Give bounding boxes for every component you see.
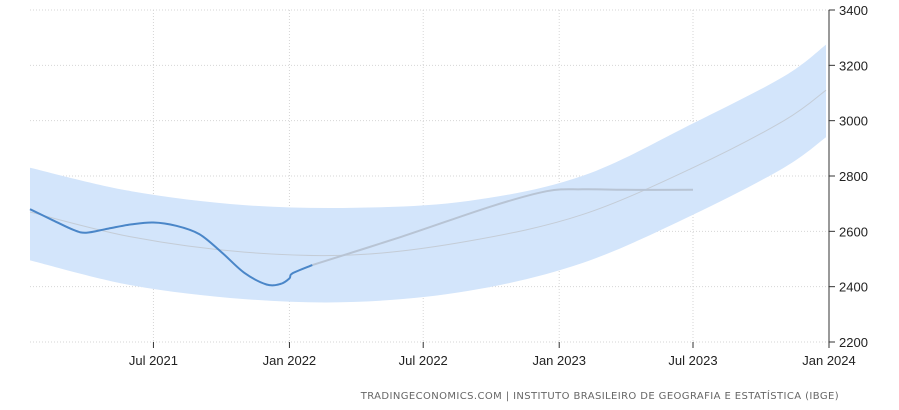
forecast-confidence-band: [30, 44, 826, 303]
y-tick-label: 3400: [839, 3, 868, 18]
x-tick-label: Jul 2023: [668, 353, 717, 368]
x-tick-label: Jul 2021: [129, 353, 178, 368]
source-credit: TRADINGECONOMICS.COM | INSTITUTO BRASILE…: [360, 391, 839, 402]
y-tick-label: 3200: [839, 58, 868, 73]
y-tick-label: 3000: [839, 114, 868, 129]
x-tick-label: Jan 2022: [263, 353, 317, 368]
series-layer: [29, 89, 827, 287]
forecast-line: [311, 188, 694, 267]
axis-layer: 2200 2400 2600 2800 3000 3200 3400 Jul 2021 Jan …: [129, 3, 868, 368]
x-tick-label: Jan 2024: [802, 353, 856, 368]
y-tick-label: 2600: [839, 224, 868, 239]
x-tick-label: Jan 2023: [532, 353, 586, 368]
trend-line: [29, 89, 827, 257]
actual-line: [29, 208, 313, 287]
confidence-band-layer: [30, 44, 826, 303]
y-tick-label: 2800: [839, 169, 868, 184]
x-tick-label: Jul 2022: [399, 353, 448, 368]
y-tick-label: 2200: [839, 335, 868, 350]
y-tick-label: 2400: [839, 280, 868, 295]
